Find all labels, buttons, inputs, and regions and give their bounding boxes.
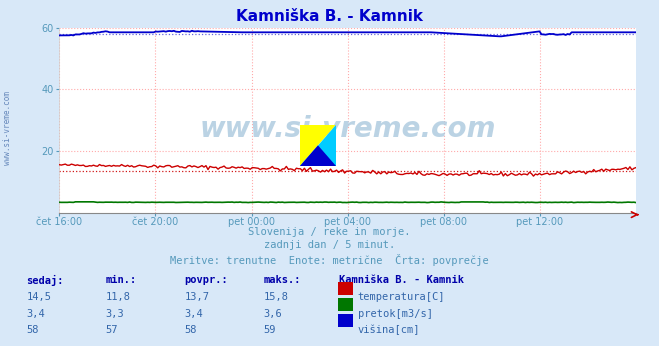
Text: 3,4: 3,4 xyxy=(26,309,45,319)
Text: min.:: min.: xyxy=(105,275,136,285)
Text: temperatura[C]: temperatura[C] xyxy=(358,292,445,302)
Polygon shape xyxy=(300,125,336,166)
Text: 3,4: 3,4 xyxy=(185,309,203,319)
Text: 59: 59 xyxy=(264,325,276,335)
Text: Kamniška B. - Kamnik: Kamniška B. - Kamnik xyxy=(339,275,465,285)
Text: Slovenija / reke in morje.: Slovenija / reke in morje. xyxy=(248,227,411,237)
Text: 11,8: 11,8 xyxy=(105,292,130,302)
Text: Meritve: trenutne  Enote: metrične  Črta: povprečje: Meritve: trenutne Enote: metrične Črta: … xyxy=(170,254,489,266)
Text: maks.:: maks.: xyxy=(264,275,301,285)
Text: 13,7: 13,7 xyxy=(185,292,210,302)
Text: 3,6: 3,6 xyxy=(264,309,282,319)
Polygon shape xyxy=(300,145,336,166)
Polygon shape xyxy=(300,125,336,166)
Text: 14,5: 14,5 xyxy=(26,292,51,302)
Text: www.si-vreme.com: www.si-vreme.com xyxy=(200,116,496,144)
Text: 15,8: 15,8 xyxy=(264,292,289,302)
Text: 58: 58 xyxy=(185,325,197,335)
Text: 3,3: 3,3 xyxy=(105,309,124,319)
Text: višina[cm]: višina[cm] xyxy=(358,325,420,335)
Text: zadnji dan / 5 minut.: zadnji dan / 5 minut. xyxy=(264,240,395,251)
Text: povpr.:: povpr.: xyxy=(185,275,228,285)
Text: 57: 57 xyxy=(105,325,118,335)
Text: pretok[m3/s]: pretok[m3/s] xyxy=(358,309,433,319)
Text: 58: 58 xyxy=(26,325,39,335)
Text: www.si-vreme.com: www.si-vreme.com xyxy=(3,91,13,165)
Text: Kamniška B. - Kamnik: Kamniška B. - Kamnik xyxy=(236,9,423,24)
Text: sedaj:: sedaj: xyxy=(26,275,64,286)
